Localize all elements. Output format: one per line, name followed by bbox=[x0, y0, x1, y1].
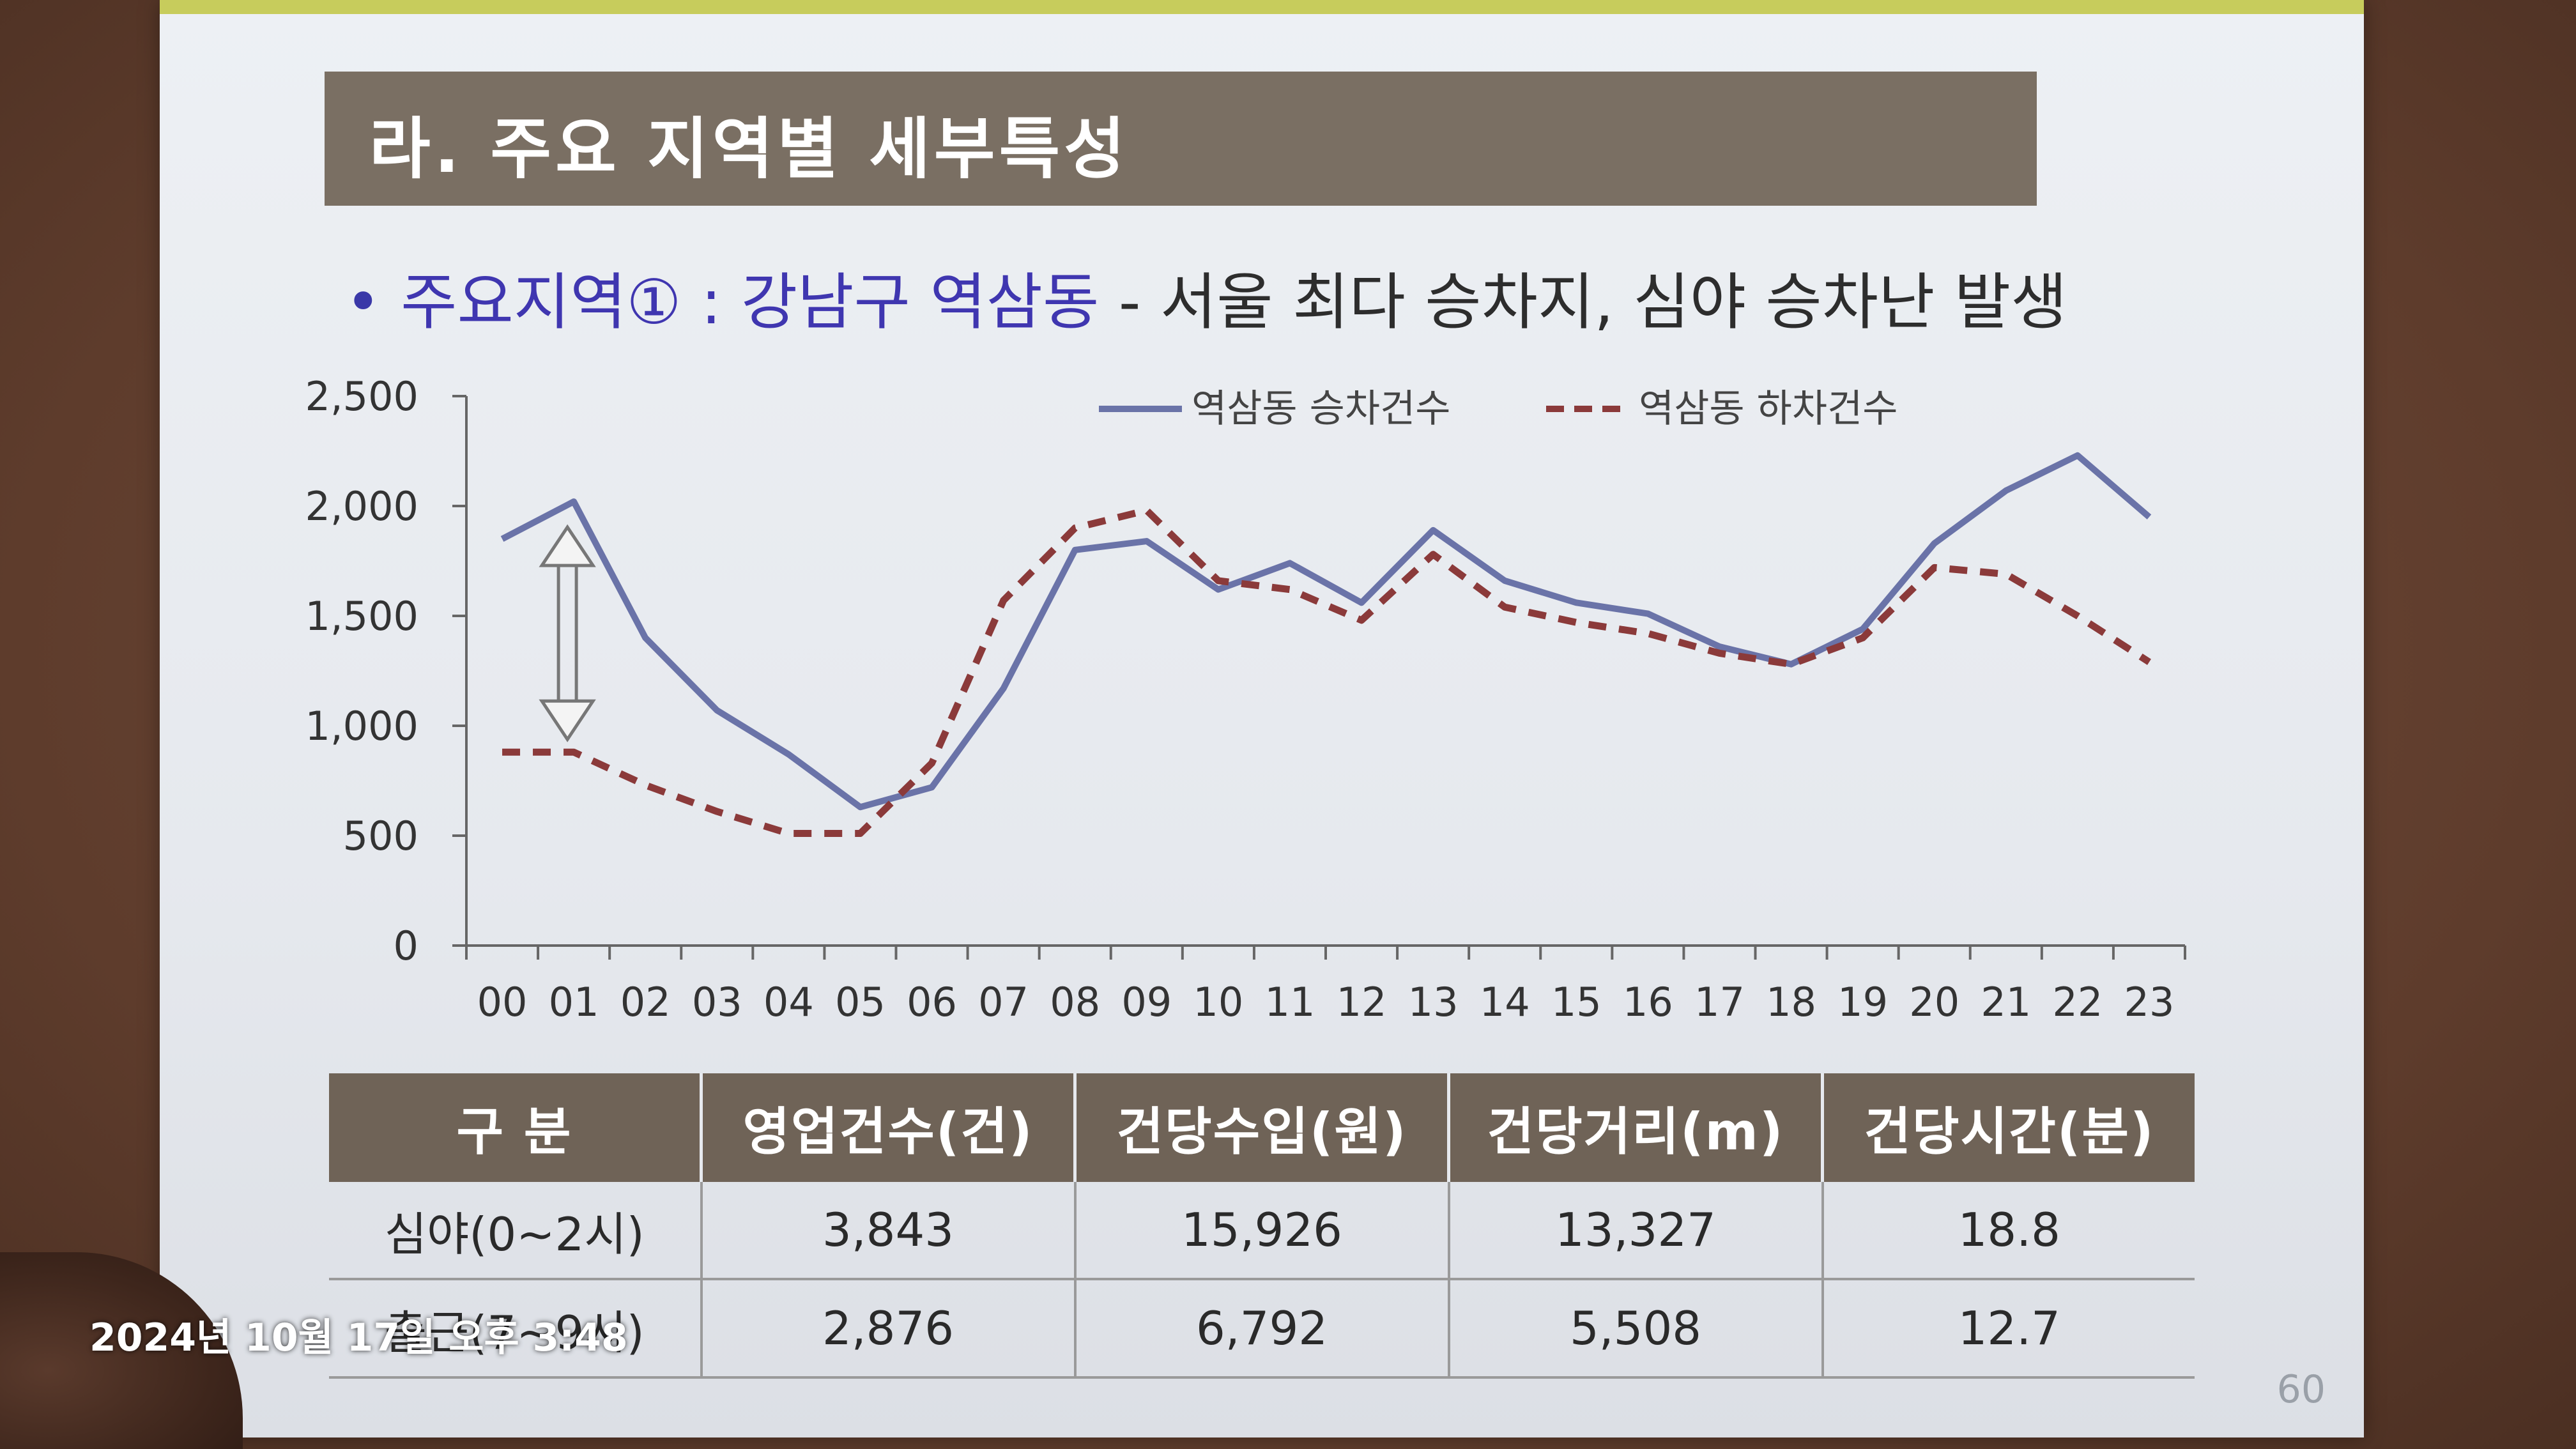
x-tick-label: 13 bbox=[1408, 979, 1459, 1025]
x-tick-label: 20 bbox=[1909, 979, 1959, 1025]
section-title: 라. 주요 지역별 세부특성 bbox=[369, 110, 1129, 188]
x-tick-label: 03 bbox=[692, 979, 742, 1025]
chart-series bbox=[500, 452, 2152, 838]
table-cell: 3,843 bbox=[701, 1182, 1077, 1280]
table-header-cell: 건당시간(분) bbox=[1822, 1073, 2195, 1182]
x-tick-label: 11 bbox=[1265, 979, 1315, 1025]
x-tick-label: 07 bbox=[978, 979, 1029, 1025]
top-accent-stripe bbox=[160, 0, 2364, 14]
table-header-cell: 건당거리(m) bbox=[1448, 1073, 1824, 1182]
photo-timestamp: 2024년 10월 17일 오후 3:48 bbox=[89, 1315, 628, 1360]
x-tick-label: 23 bbox=[2124, 979, 2175, 1025]
table-cell: 심야(0~2시) bbox=[329, 1182, 703, 1280]
x-tick-label: 01 bbox=[549, 979, 599, 1025]
table-cell: 2,876 bbox=[701, 1279, 1077, 1379]
section-header-bar: 라. 주요 지역별 세부특성 bbox=[325, 72, 2037, 206]
subtitle-bullet: • bbox=[345, 266, 381, 338]
annotation-arrow-head-down bbox=[539, 699, 596, 742]
x-tick-label: 08 bbox=[1050, 979, 1100, 1025]
x-tick-label: 21 bbox=[1981, 979, 2031, 1025]
table-cell: 6,792 bbox=[1075, 1279, 1450, 1379]
x-axis-ticks: 00 01 02 03 04 05 06 07 08 09 10 11 12 13 14 15 16 17 18 19… bbox=[465, 946, 2186, 1025]
x-tick-label: 10 bbox=[1193, 979, 1243, 1025]
subtitle-description: - 서울 최다 승차지, 심야 승차난 발생 bbox=[1099, 266, 2067, 338]
y-tick-label: 0 bbox=[394, 923, 418, 969]
y-tick-label: 1,000 bbox=[305, 703, 419, 749]
table-cell: 출근(7~9시) bbox=[329, 1279, 703, 1379]
x-tick-label: 12 bbox=[1337, 979, 1387, 1025]
table-cell: 12.7 bbox=[1822, 1279, 2195, 1379]
table-cell: 15,926 bbox=[1075, 1182, 1450, 1280]
slide-subtitle: • 주요지역① : 강남구 역삼동 - 서울 최다 승차지, 심야 승차난 발생 bbox=[345, 252, 2067, 341]
x-tick-label: 16 bbox=[1623, 979, 1673, 1025]
x-tick-label: 02 bbox=[620, 979, 671, 1025]
table-cell: 18.8 bbox=[1822, 1182, 2195, 1280]
chart-axes bbox=[465, 396, 2185, 947]
y-tick-label: 500 bbox=[343, 813, 418, 859]
series-line-2 bbox=[502, 507, 2151, 838]
x-tick-label: 14 bbox=[1480, 979, 1530, 1025]
x-tick-label: 09 bbox=[1121, 979, 1172, 1025]
series-line-1 bbox=[500, 452, 2152, 811]
legend-label-2: 역삼동 하차건수 bbox=[1639, 387, 1897, 431]
x-tick-label: 06 bbox=[907, 979, 957, 1025]
table-header-cell: 영업건수(건) bbox=[701, 1073, 1077, 1182]
x-tick-label: 15 bbox=[1551, 979, 1602, 1025]
x-tick-label: 19 bbox=[1837, 979, 1888, 1025]
x-tick-label: 05 bbox=[835, 979, 885, 1025]
chart-legend: 역삼동 승차건수 역삼동 하차건수 bbox=[1099, 387, 1897, 431]
table-header-cell: 건당수입(원) bbox=[1075, 1073, 1450, 1182]
legend-label-1: 역삼동 승차건수 bbox=[1192, 387, 1450, 431]
y-tick-label: 2,000 bbox=[305, 483, 419, 530]
y-tick-label: 2,500 bbox=[305, 373, 419, 420]
table-row: 심야(0~2시) 3,843 15,926 13,327 18.8 bbox=[329, 1182, 2195, 1280]
table-header-cell: 구 분 bbox=[329, 1073, 703, 1182]
x-tick-label: 04 bbox=[763, 979, 814, 1025]
table-cell: 13,327 bbox=[1448, 1182, 1824, 1280]
presentation-slide: 라. 주요 지역별 세부특성 • 주요지역① : 강남구 역삼동 - 서울 최다… bbox=[160, 0, 2364, 1438]
summary-table: 구 분 영업건수(건) 건당수입(원) 건당거리(m) 건당시간(분) 심야(0… bbox=[329, 1073, 2195, 1379]
y-tick-label: 1,500 bbox=[305, 593, 419, 640]
table-row: 출근(7~9시) 2,876 6,792 5,508 12.7 bbox=[329, 1279, 2195, 1379]
y-axis-ticks: 0 500 1,000 1,500 2,000 2,500 bbox=[305, 373, 466, 969]
x-tick-label: 22 bbox=[2052, 979, 2103, 1025]
x-tick-label: 18 bbox=[1766, 979, 1816, 1025]
x-tick-label: 00 bbox=[477, 979, 528, 1025]
page-number: 60 bbox=[2276, 1367, 2326, 1412]
table-cell: 5,508 bbox=[1448, 1279, 1824, 1379]
table-header-row: 구 분 영업건수(건) 건당수입(원) 건당거리(m) 건당시간(분) bbox=[329, 1073, 2195, 1182]
annotation-arrow-head-up bbox=[539, 524, 596, 567]
chart-annotation bbox=[539, 524, 596, 742]
subtitle-highlight: 주요지역① : 강남구 역삼동 bbox=[401, 266, 1100, 338]
x-tick-label: 17 bbox=[1694, 979, 1745, 1025]
